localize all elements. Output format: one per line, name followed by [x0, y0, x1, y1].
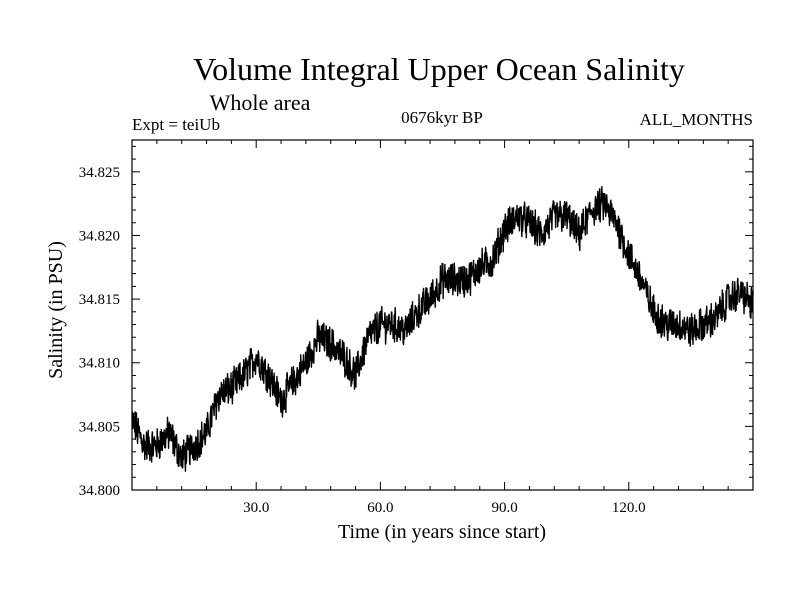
y-tick-label: 34.805 [79, 419, 120, 435]
x-axis-label: Time (in years since start) [338, 521, 546, 543]
y-tick-label: 34.815 [79, 292, 120, 308]
y-tick-label: 34.820 [79, 228, 120, 244]
period-label: 0676kyr BP [401, 108, 483, 127]
x-tick-label: 120.0 [612, 500, 646, 516]
experiment-label: Expt = teiUb [132, 115, 220, 134]
axes: 34.800 34.805 34.810 34.815 34.820 34.825 30.0… [79, 139, 754, 516]
y-tick-label: 34.800 [79, 483, 120, 499]
y-tick-label: 34.825 [79, 165, 120, 181]
months-label: ALL_MONTHS [640, 110, 753, 129]
chart-subtitle: Whole area [210, 90, 311, 115]
chart-title: Volume Integral Upper Ocean Salinity [193, 51, 685, 87]
data-series [131, 186, 754, 472]
y-tick-label: 34.810 [79, 356, 120, 372]
x-tick-label: 30.0 [243, 500, 269, 516]
salinity-series-line [131, 186, 754, 472]
x-tick-label: 90.0 [491, 500, 517, 516]
x-tick-label: 60.0 [367, 500, 393, 516]
y-axis-label: Salinity (in PSU) [45, 241, 67, 379]
plot-frame [131, 139, 754, 491]
